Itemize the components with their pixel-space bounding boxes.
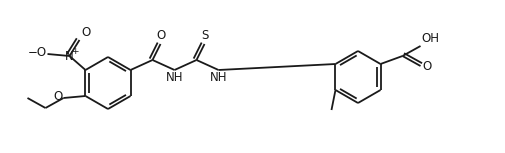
Text: NH: NH (210, 71, 227, 84)
Text: S: S (200, 29, 208, 42)
Text: O: O (156, 29, 165, 42)
Text: O: O (81, 26, 90, 39)
Text: O: O (422, 60, 431, 73)
Text: O: O (53, 91, 62, 103)
Text: N: N (65, 50, 74, 62)
Text: −O: −O (27, 47, 46, 60)
Text: +: + (71, 47, 78, 56)
Text: OH: OH (421, 32, 439, 45)
Text: NH: NH (166, 71, 183, 84)
